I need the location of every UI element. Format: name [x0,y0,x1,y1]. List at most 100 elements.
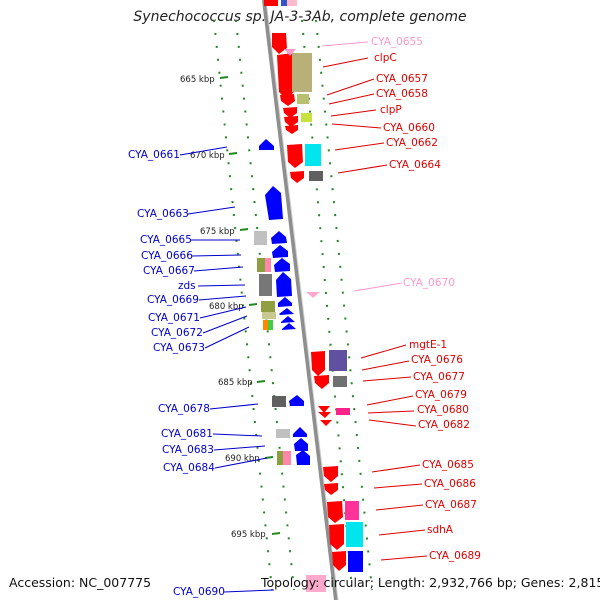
gene-arrow [311,351,325,376]
gene-arrow [278,297,292,307]
gene-label-clpp: clpP [380,104,402,116]
gene-arrow [290,171,304,183]
gene-box [261,301,275,312]
gene-box [297,94,309,104]
kbp-tick-675 [239,228,249,231]
left-outer-dotted-track [213,19,273,591]
gene-arrow [285,125,298,134]
kbp-label: 665 kbp [180,75,215,85]
forward-genes [264,0,346,571]
kbp-tick-665 [219,76,229,79]
gene-arrow [280,94,295,106]
gene-box [272,396,286,407]
gene-label-cya-0678: CYA_0678 [158,403,210,415]
gene-label-cya-0666: CYA_0666 [141,250,193,262]
gene-box [257,258,265,272]
kbp-tick-680 [248,303,258,306]
gene-label-cya-0671: CYA_0671 [148,312,200,324]
gene-box [345,501,359,520]
gene-label-cya-0672: CYA_0672 [151,327,203,339]
gene-label-cya-0667: CYA_0667 [143,265,195,277]
gene-label-cya-0676: CYA_0676 [411,354,463,366]
gene-label-cya-0673: CYA_0673 [153,342,205,354]
gene-arrow [324,483,338,495]
gene-label-cya-0665: CYA_0665 [140,234,192,246]
topology-text: Topology: circular; Length: 2,932,766 bp… [261,575,600,590]
gene-arrow [265,186,283,220]
gene-label-zds: zds [178,280,196,292]
gene-arrow [306,575,326,592]
kbp-tick-685 [256,380,266,383]
gene-arrow [323,466,338,482]
gene-label-sdha: sdhA [427,524,454,536]
gene-arrow [287,144,303,168]
gene-box [309,171,323,181]
gene-label-cya-0657: CYA_0657 [376,73,428,85]
gene-box [336,408,350,415]
gene-label-clpc: clpC [374,52,397,64]
gene-box [265,258,271,272]
gene-label-cya-0669: CYA_0669 [147,294,199,306]
kbp-label: 670 kbp [190,151,225,161]
gene-arrow [283,107,297,118]
gene-label-cya-0684: CYA_0684 [163,462,215,474]
kbp-tick-670 [228,152,238,155]
gene-arrow [274,258,290,272]
gene-box [287,0,297,6]
gene-label-cya-0689: CYA_0689 [429,550,481,562]
gene-box [254,231,267,245]
genome-backbone-highlight [265,0,339,600]
gene-box [263,320,268,330]
gene-label-cya-0681: CYA_0681 [161,428,213,440]
gene-arrow [259,139,274,150]
right-outer-dotted-track [315,19,373,591]
gene-arrow [332,551,346,571]
gene-box [277,451,283,465]
gene-label-cya-0690: CYA_0690 [173,586,225,598]
kbp-tick-695 [271,532,281,535]
gene-arrow [284,116,298,127]
right-inner-dotted-track [301,19,353,591]
gene-label-cya-0661: CYA_0661 [128,149,180,161]
cog-boxes [254,0,363,547]
gene-box [301,113,312,122]
gene-label-cya-0664: CYA_0664 [389,159,441,171]
gene-arrow [284,49,296,56]
gene-label-cya-0687: CYA_0687 [425,499,477,511]
gene-label-cya-0660: CYA_0660 [383,122,435,134]
gene-arrow [277,53,294,99]
gene-arrow [281,316,295,323]
gene-label-cya-0685: CYA_0685 [422,459,474,471]
gene-label-cya-0683: CYA_0683 [162,444,214,456]
kbp-label: 685 kbp [218,378,253,388]
gene-box [268,320,273,330]
genome-backbone [262,0,338,600]
gene-arrow [279,308,294,315]
right-leader-lines [321,41,428,561]
gene-label-cya-0679: CYA_0679 [415,389,467,401]
gene-arrow [294,438,308,451]
gene-box [305,144,321,166]
gene-arrow [320,420,332,426]
gene-label-cya-0670: CYA_0670 [403,277,455,289]
gene-label-cya-0682: CYA_0682 [418,419,470,431]
gene-label-cya-0677: CYA_0677 [413,371,465,383]
gene-label-cya-0686: CYA_0686 [424,478,476,490]
kbp-label: 675 kbp [200,227,235,237]
gene-arrow [272,33,287,54]
gene-label-mgte-1: mgtE-1 [409,339,447,351]
gene-arrow [276,272,292,297]
gene-arrow [264,0,278,6]
gene-box [276,429,290,438]
gene-label-cya-0655: CYA_0655 [371,36,423,48]
gene-label-cya-0662: CYA_0662 [386,137,438,149]
gene-box [283,451,291,465]
gene-box [262,312,276,319]
gene-box [333,376,347,387]
gene-arrow [329,524,344,550]
gene-arrow [318,406,330,413]
gene-arrow [314,375,329,389]
gene-arrow [282,323,296,330]
gene-label-cya-0658: CYA_0658 [376,88,428,100]
gene-arrow [318,412,331,418]
